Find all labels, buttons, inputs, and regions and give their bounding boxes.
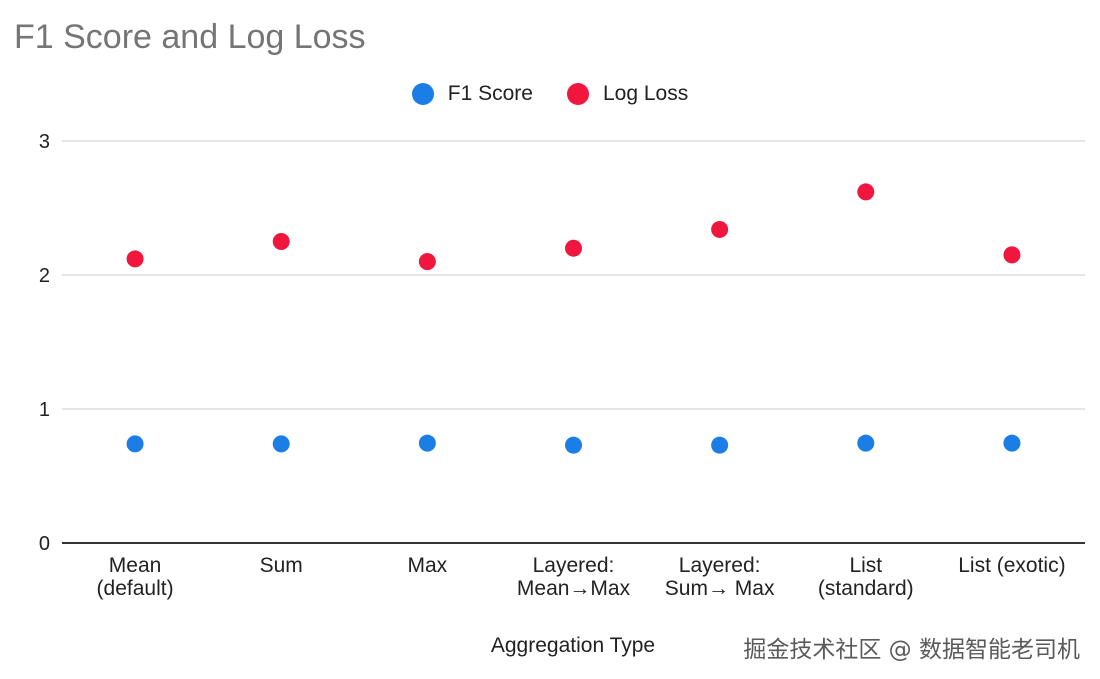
log-loss-point: [857, 183, 875, 201]
f1-score-point: [857, 434, 875, 452]
x-tick-label: (standard): [818, 577, 914, 600]
y-tick-label: 1: [39, 399, 50, 421]
f1-score-point: [711, 436, 729, 454]
legend: F1 Score Log Loss: [0, 82, 1100, 106]
f1-score-point: [126, 435, 144, 453]
f1-score-point: [418, 434, 436, 452]
x-axis-title: Aggregation Type: [491, 634, 655, 657]
watermark: 掘金技术社区 @ 数据智能老司机: [743, 637, 1080, 663]
x-tick-label: Layered:: [679, 554, 761, 577]
log-loss-point: [272, 233, 290, 250]
x-tick-label: Max: [408, 554, 448, 577]
legend-marker-log-loss: [566, 83, 589, 105]
f1-score-point: [272, 435, 290, 453]
x-tick-label: Layered:: [533, 554, 615, 577]
x-tick-label: Sum→ Max: [665, 577, 775, 600]
y-tick-label: 2: [39, 265, 50, 287]
x-tick-label: List: [849, 554, 882, 577]
legend-item-log-loss: Log Loss: [566, 82, 689, 106]
log-loss-point: [126, 250, 144, 268]
log-loss-point: [1003, 246, 1021, 264]
log-loss-point: [418, 253, 436, 271]
log-loss-point: [565, 239, 582, 257]
x-tick-label: Mean: [109, 554, 162, 577]
log-loss-point: [711, 220, 729, 238]
x-tick-label: Sum: [260, 554, 303, 577]
y-tick-label: 0: [39, 533, 50, 555]
legend-label-log-loss: Log Loss: [602, 82, 689, 105]
legend-label-f1-score: F1 Score: [447, 82, 533, 105]
x-tick-label: List (exotic): [958, 554, 1065, 577]
legend-marker-f1-score: [411, 83, 434, 105]
x-tick-label: (default): [97, 577, 174, 600]
legend-item-f1-score: F1 Score: [411, 82, 533, 106]
f1-score-point: [1003, 434, 1021, 452]
x-tick-label: Mean→Max: [517, 577, 631, 600]
y-tick-label: 3: [39, 131, 50, 153]
chart-title: F1 Score and Log Loss: [14, 18, 366, 56]
f1-score-point: [565, 436, 582, 454]
